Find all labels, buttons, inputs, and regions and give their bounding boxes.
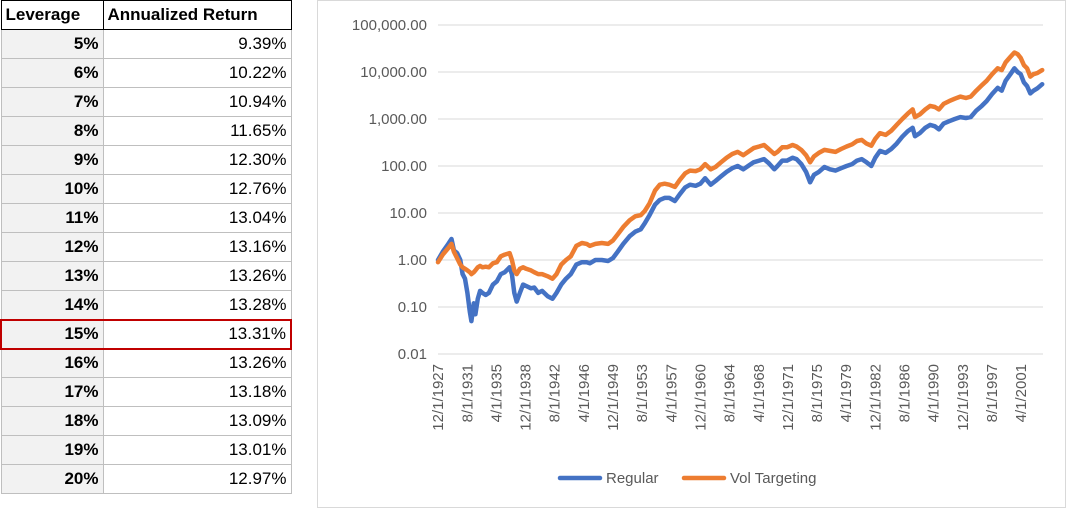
table-row: 17% 13.18% <box>0 377 292 407</box>
leverage-cell: 9% <box>0 145 104 175</box>
table-row: 16% 13.26% <box>0 348 292 378</box>
x-tick-label: 4/1/1957 <box>663 364 680 422</box>
return-cell: 13.16% <box>102 232 292 262</box>
x-tick-label: 12/1/1993 <box>955 364 972 431</box>
table-row: 15% 13.31% <box>0 318 292 350</box>
x-tick-label: 12/1/1982 <box>867 364 884 431</box>
table-row: 11% 13.04% <box>0 203 292 233</box>
leverage-cell: 12% <box>0 232 104 262</box>
y-axis-ticks: 100,000.00 10,000.00 1,000.00 100.00 10.00 1.… <box>352 17 427 363</box>
series-lines <box>435 50 1045 324</box>
return-cell: 12.76% <box>102 174 292 204</box>
legend: Regular Vol Targeting <box>557 470 816 487</box>
leverage-cell: 15% <box>0 318 104 350</box>
table-row: 6% 10.22% <box>0 58 292 88</box>
return-cell: 10.94% <box>102 87 292 117</box>
growth-chart: 100,000.00 10,000.00 1,000.00 100.00 10.00 1.… <box>352 17 1045 487</box>
leverage-cell: 16% <box>0 348 104 378</box>
leverage-cell: 19% <box>0 435 104 465</box>
return-cell: 13.26% <box>102 261 292 291</box>
return-cell: 13.28% <box>102 290 292 320</box>
x-tick-label: 4/1/1990 <box>926 364 943 422</box>
table-row: 20% 12.97% <box>0 464 292 494</box>
y-tick-label: 100.00 <box>381 158 427 175</box>
return-cell: 13.09% <box>102 406 292 436</box>
return-cell: 13.26% <box>102 348 292 378</box>
x-tick-label: 4/1/1968 <box>751 364 768 422</box>
x-tick-label: 4/1/1935 <box>488 364 505 422</box>
x-tick-label: 12/1/1927 <box>430 364 447 431</box>
y-tick-label: 1.00 <box>398 252 427 269</box>
x-tick-label: 4/1/1979 <box>838 364 855 422</box>
x-tick-label: 8/1/1942 <box>547 364 564 422</box>
leverage-cell: 18% <box>0 406 104 436</box>
table-row: 9% 12.30% <box>0 145 292 175</box>
x-tick-label: 8/1/1953 <box>634 364 651 422</box>
y-tick-label: 10.00 <box>389 205 427 222</box>
y-tick-label: 0.01 <box>398 346 427 363</box>
leverage-cell: 13% <box>0 261 104 291</box>
header-annualized-return: Annualized Return <box>102 0 292 30</box>
leverage-return-table: Leverage Annualized Return 5% 9.39% 6% 10.2… <box>0 0 292 494</box>
table-row: 5% 9.39% <box>0 29 292 59</box>
table-row: 14% 13.28% <box>0 290 292 320</box>
table-row: 7% 10.94% <box>0 87 292 117</box>
leverage-cell: 20% <box>0 464 104 494</box>
x-tick-label: 8/1/1986 <box>897 364 914 422</box>
leverage-cell: 6% <box>0 58 104 88</box>
return-cell: 12.97% <box>102 464 292 494</box>
legend-label: Vol Targeting <box>730 470 816 487</box>
x-axis-ticks: 12/1/1927 8/1/1931 4/1/1935 12/1/1938 8/1/19… <box>430 364 1030 431</box>
series-line-vol-targeting <box>435 50 1045 281</box>
table-row: 8% 11.65% <box>0 116 292 146</box>
x-tick-label: 4/1/1946 <box>576 364 593 422</box>
series-line-regular <box>435 66 1045 324</box>
x-tick-label: 12/1/1949 <box>605 364 622 431</box>
leverage-cell: 10% <box>0 174 104 204</box>
return-cell: 11.65% <box>102 116 292 146</box>
header-leverage: Leverage <box>0 0 104 30</box>
table-row: 10% 12.76% <box>0 174 292 204</box>
legend-label: Regular <box>606 470 659 487</box>
x-tick-label: 4/1/2001 <box>1013 364 1030 422</box>
return-cell: 13.18% <box>102 377 292 407</box>
return-cell: 9.39% <box>102 29 292 59</box>
x-tick-label: 8/1/1975 <box>809 364 826 422</box>
leverage-cell: 7% <box>0 87 104 117</box>
table-row: 18% 13.09% <box>0 406 292 436</box>
return-cell: 13.01% <box>102 435 292 465</box>
leverage-cell: 8% <box>0 116 104 146</box>
leverage-cell: 14% <box>0 290 104 320</box>
x-tick-label: 12/1/1971 <box>780 364 797 431</box>
return-cell: 12.30% <box>102 145 292 175</box>
leverage-cell: 17% <box>0 377 104 407</box>
x-tick-label: 12/1/1938 <box>518 364 535 431</box>
gridlines <box>438 24 1043 355</box>
table-row: 13% 13.26% <box>0 261 292 291</box>
x-tick-label: 12/1/1960 <box>693 364 710 431</box>
leverage-cell: 11% <box>0 203 104 233</box>
table-row: 12% 13.16% <box>0 232 292 262</box>
table-body: 5% 9.39% 6% 10.22% 7% 10.94% 8% 11.65% 9% 12.30% 1… <box>0 29 292 494</box>
return-cell: 13.31% <box>102 318 292 350</box>
y-tick-label: 100,000.00 <box>352 17 427 34</box>
return-cell: 10.22% <box>102 58 292 88</box>
return-cell: 13.04% <box>102 203 292 233</box>
table-row: 19% 13.01% <box>0 435 292 465</box>
y-tick-label: 0.10 <box>398 299 427 316</box>
leverage-cell: 5% <box>0 29 104 59</box>
y-tick-label: 1,000.00 <box>369 111 427 128</box>
x-tick-label: 8/1/1964 <box>722 364 739 422</box>
table-header-row: Leverage Annualized Return <box>0 0 292 30</box>
x-tick-label: 8/1/1997 <box>984 364 1001 422</box>
chart-panel: 100,000.00 10,000.00 1,000.00 100.00 10.00 1.… <box>317 0 1066 508</box>
x-tick-label: 8/1/1931 <box>459 364 476 422</box>
y-tick-label: 10,000.00 <box>360 64 427 81</box>
